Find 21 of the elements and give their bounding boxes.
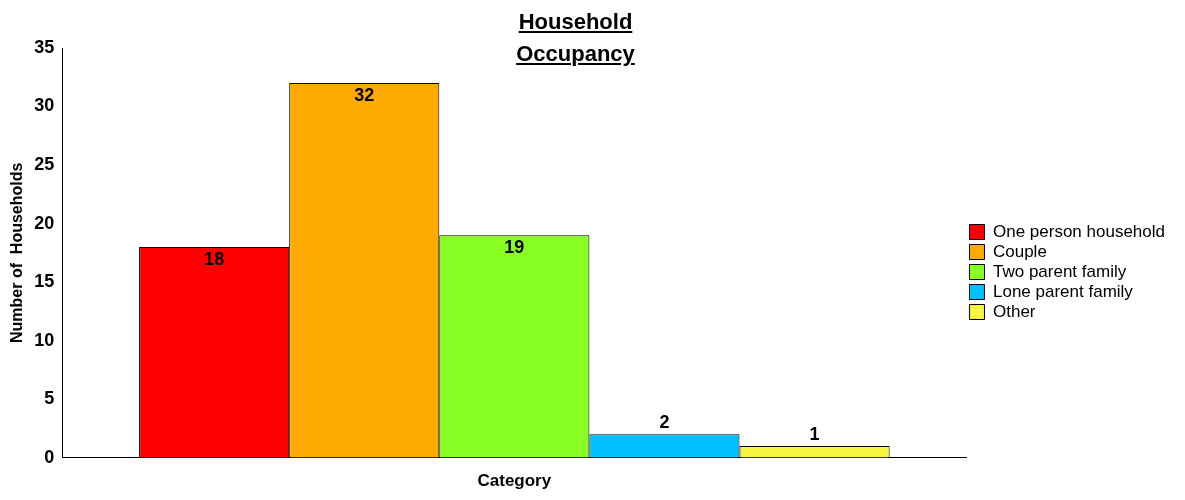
x-axis-title: Category [477, 471, 552, 491]
legend-label: Two parent family [992, 261, 1127, 281]
y-tick-label: 0 [44, 446, 55, 467]
legend-label: One person household [992, 221, 1166, 241]
data-label: 1 [809, 423, 820, 444]
legend-label: Lone parent family [992, 281, 1134, 301]
data-label: 2 [659, 412, 670, 433]
y-tick-label: 15 [34, 271, 55, 292]
data-label: 19 [504, 237, 525, 258]
y-tick-label: 30 [34, 95, 55, 116]
y-tick-label: 5 [44, 388, 55, 409]
data-label: 32 [354, 85, 375, 106]
y-tick-label: 10 [34, 329, 55, 350]
legend-label: Other [992, 301, 1036, 321]
legend-label: Couple [992, 241, 1047, 261]
data-label: 18 [204, 248, 225, 269]
y-tick-label: 20 [34, 212, 55, 233]
chart-title: Household Occupancy [516, 9, 635, 66]
y-axis-title: Number of Households [8, 162, 26, 344]
y-tick-label: 35 [34, 36, 55, 57]
y-tick-label: 25 [34, 154, 55, 174]
